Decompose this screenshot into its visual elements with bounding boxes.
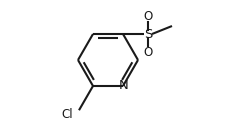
Text: O: O [143, 10, 152, 23]
Text: S: S [143, 27, 151, 41]
Text: N: N [119, 79, 128, 93]
Text: Cl: Cl [62, 108, 73, 121]
Text: O: O [143, 46, 152, 58]
